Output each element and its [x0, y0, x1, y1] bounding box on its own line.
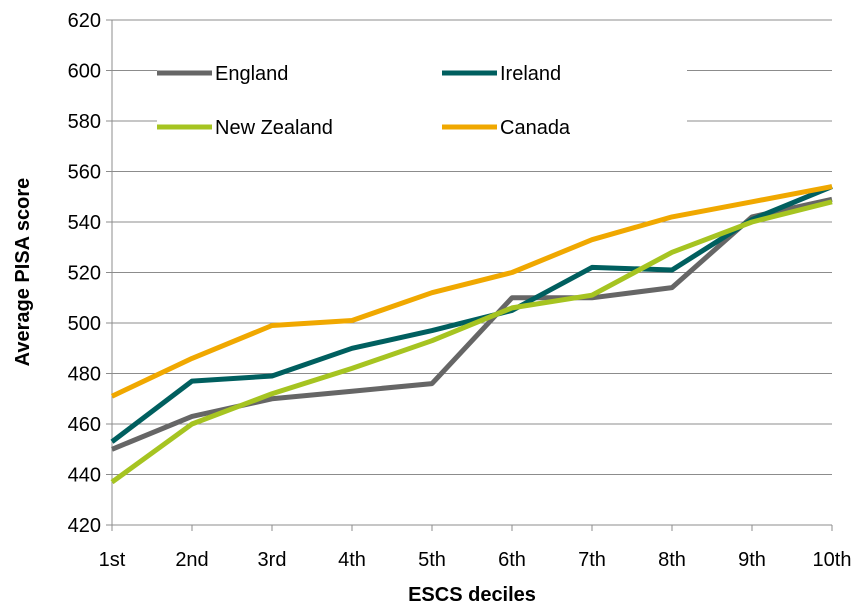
x-axis-title: ESCS deciles [408, 584, 536, 606]
legend-label-england: England [215, 63, 288, 85]
axes: 420 440 460 480 500 520 540 560 580 600 620 1st 2nd 3… [68, 10, 852, 571]
x-tick-label-2nd: 2nd [175, 549, 208, 571]
x-tick-label-5th: 5th [418, 549, 446, 571]
legend: England Ireland New Zealand Canada [157, 63, 571, 139]
y-tick-label-620: 620 [68, 10, 101, 32]
y-tick-label-460: 460 [68, 414, 101, 436]
legend-label-new-zealand: New Zealand [215, 117, 333, 139]
gridlines [112, 19, 832, 475]
y-tick-label-440: 440 [68, 465, 101, 487]
series-lines [110, 184, 833, 485]
y-tick-label-480: 480 [68, 364, 101, 386]
x-tick-label-7th: 7th [578, 549, 606, 571]
series-line-canada [110, 184, 833, 399]
y-tick-label-520: 520 [68, 263, 101, 285]
legend-label-ireland: Ireland [500, 63, 561, 85]
x-tick-label-1st: 1st [99, 549, 126, 571]
y-tick-label-560: 560 [68, 162, 101, 184]
series-line-ireland [110, 184, 833, 444]
series-line-new-zealand [110, 199, 833, 485]
y-tick-label-500: 500 [68, 313, 101, 335]
x-tick-label-10th: 10th [813, 549, 852, 571]
x-tick-label-9th: 9th [738, 549, 766, 571]
y-tick-label-600: 600 [68, 61, 101, 83]
x-tick-label-6th: 6th [498, 549, 526, 571]
y-tick-label-580: 580 [68, 111, 101, 133]
x-tick-label-4th: 4th [338, 549, 366, 571]
y-axis-title: Average PISA score [12, 178, 34, 367]
x-tick-label-3rd: 3rd [258, 549, 287, 571]
x-tick-label-8th: 8th [658, 549, 686, 571]
y-tick-label-420: 420 [68, 515, 101, 537]
y-tick-label-540: 540 [68, 212, 101, 234]
legend-label-canada: Canada [500, 117, 571, 139]
